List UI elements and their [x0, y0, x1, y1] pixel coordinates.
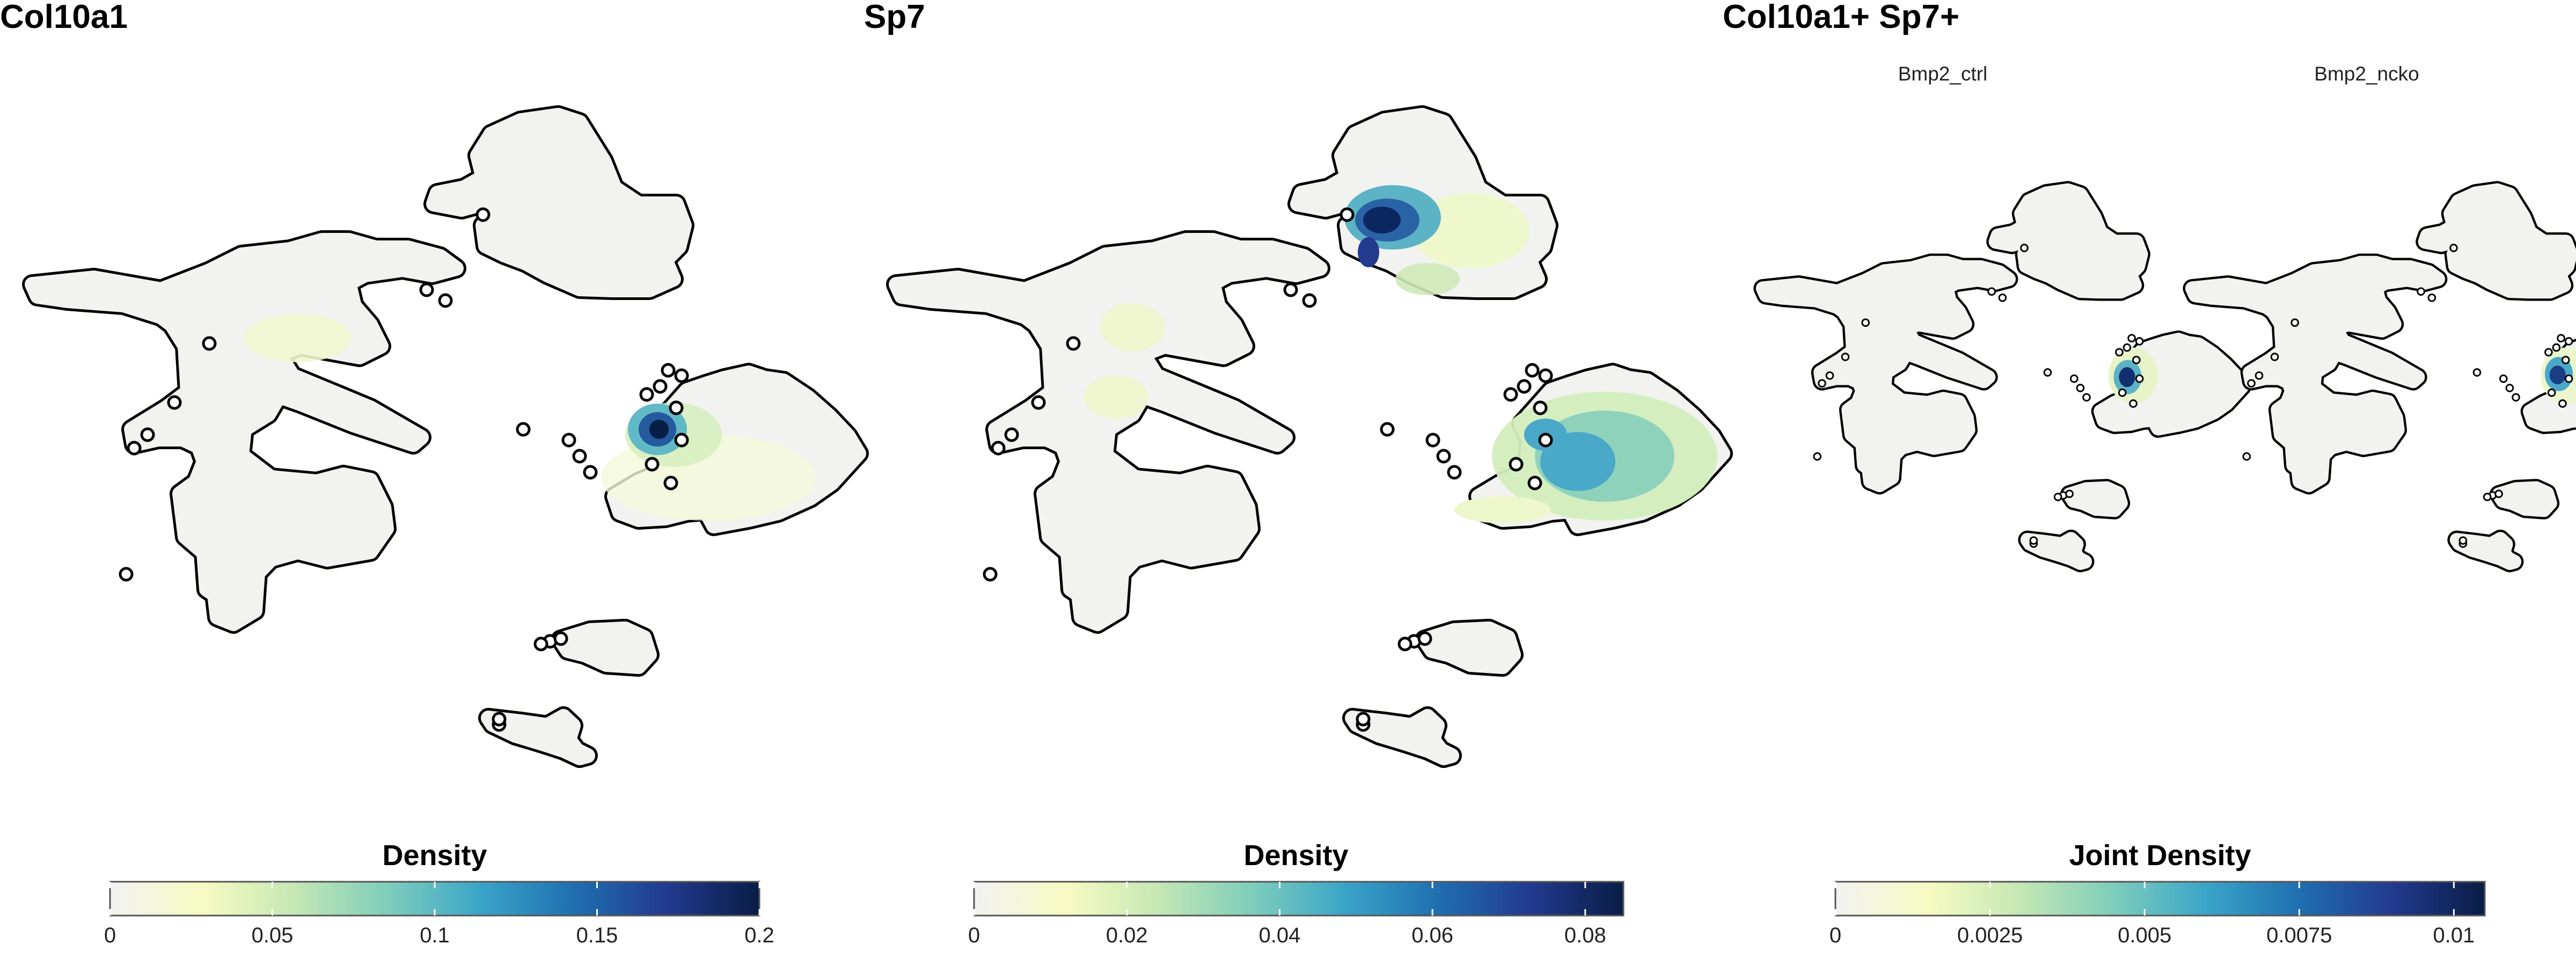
- facet-label-ctrl: Bmp2_ctrl: [1898, 63, 1988, 85]
- colorbar-joint: Joint Density 0 0.0025 0.005 0.0075 0.01: [1829, 839, 2486, 947]
- colorbar-tick-label: 0.05: [252, 924, 294, 947]
- panel-title-sp7: Sp7: [864, 0, 925, 35]
- panel-title-col10a1: Col10a1: [0, 0, 128, 35]
- umap-panel-bmp2-ncko: [2192, 191, 2576, 563]
- density-hotspots: [2108, 347, 2158, 404]
- colorbar-tick-label: 0.0075: [2266, 924, 2332, 947]
- colorbar-tick-label: 0.0025: [1957, 924, 2023, 947]
- colorbar-tick-label: 0.15: [576, 924, 618, 947]
- colorbar-title: Joint Density: [2069, 839, 2251, 872]
- colorbar-tick-label: 0: [968, 924, 980, 947]
- colorbar-tick-label: 0.04: [1258, 924, 1300, 947]
- density-hotspots: [244, 314, 816, 521]
- density-hotspots: [1084, 185, 1717, 523]
- colorbar-title: Density: [1243, 839, 1348, 872]
- colorbar-title: Density: [382, 839, 487, 872]
- panel-title-joint: Col10a1+ Sp7+: [1723, 0, 1959, 35]
- colorbar-tick-label: 0.06: [1411, 924, 1453, 947]
- colorbar-tick-label: 0.2: [744, 924, 774, 947]
- facet-label-ncko: Bmp2_ncko: [2314, 63, 2419, 85]
- colorbar-tick-label: 0.08: [1564, 924, 1606, 947]
- colorbar-tick-label: 0.01: [2433, 924, 2475, 947]
- colorbar-tick-label: 0.1: [420, 924, 450, 947]
- colorbar-sp7: Density 0 0.02 0.04 0.06 0.08: [968, 839, 1624, 947]
- umap-panel-sp7: [896, 115, 1723, 758]
- colorbar-tick-label: 0: [104, 924, 116, 947]
- umap-panel-col10a1: [32, 115, 859, 758]
- umap-panel-bmp2-ctrl: [1763, 191, 2242, 563]
- colorbar-col10a1: Density 0 0.05 0.1 0.15 0.2: [104, 839, 774, 947]
- colorbar-tick-label: 0.02: [1106, 924, 1148, 947]
- colorbar-tick-label: 0.005: [2118, 924, 2171, 947]
- colorbar-tick-label: 0: [1829, 924, 1841, 947]
